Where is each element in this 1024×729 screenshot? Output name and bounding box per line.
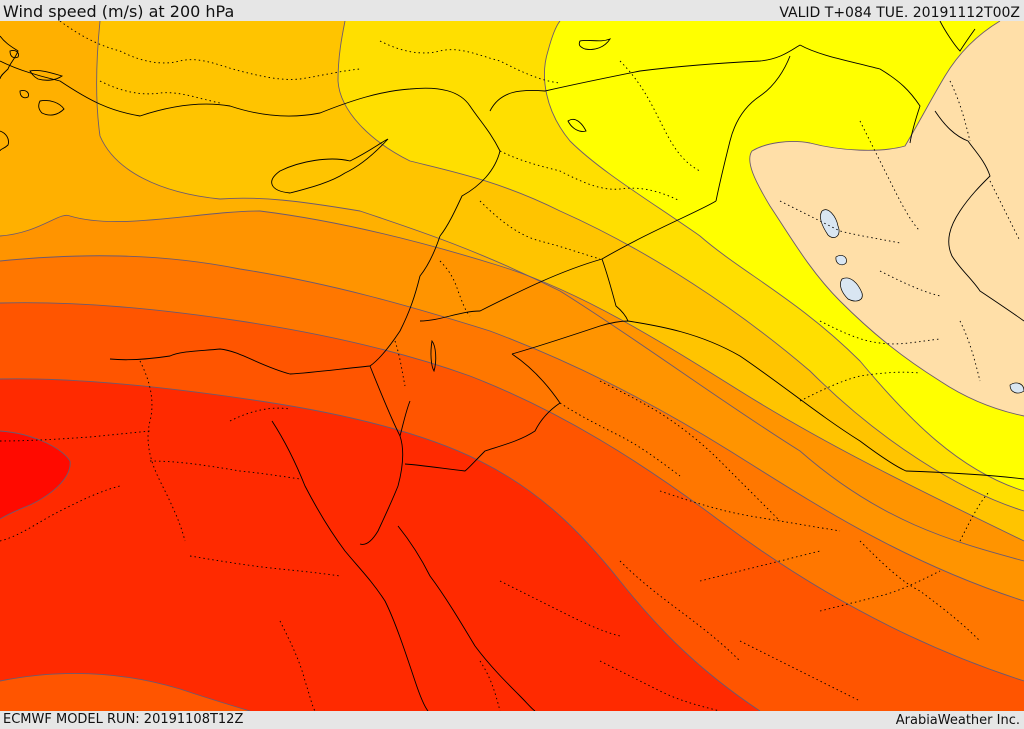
model-run: ECMWF MODEL RUN: 20191108T12Z xyxy=(3,712,244,727)
credit: ArabiaWeather Inc. xyxy=(895,713,1020,728)
calm-area xyxy=(749,21,1024,416)
band-red xyxy=(0,378,760,711)
map-title: Wind speed (m/s) at 200 hPa xyxy=(3,2,235,21)
valid-time: VALID T+084 TUE. 20191112T00Z xyxy=(779,5,1020,21)
band-yellow xyxy=(544,21,1024,491)
wind-speed-map[interactable] xyxy=(0,21,1024,711)
map-footer: ECMWF MODEL RUN: 20191108T12Z ArabiaWeat… xyxy=(0,711,1024,729)
map-canvas[interactable] xyxy=(0,21,1024,711)
coastlines xyxy=(0,21,1024,711)
lake-small xyxy=(835,255,847,266)
band-core xyxy=(0,431,71,519)
band-bottom-orange xyxy=(0,673,250,711)
contour-lines xyxy=(0,21,1024,711)
lake-van xyxy=(840,277,863,302)
map-header: Wind speed (m/s) at 200 hPa VALID T+084 … xyxy=(0,0,1024,21)
admin-borders xyxy=(0,21,1021,711)
lake-east xyxy=(1009,382,1024,394)
